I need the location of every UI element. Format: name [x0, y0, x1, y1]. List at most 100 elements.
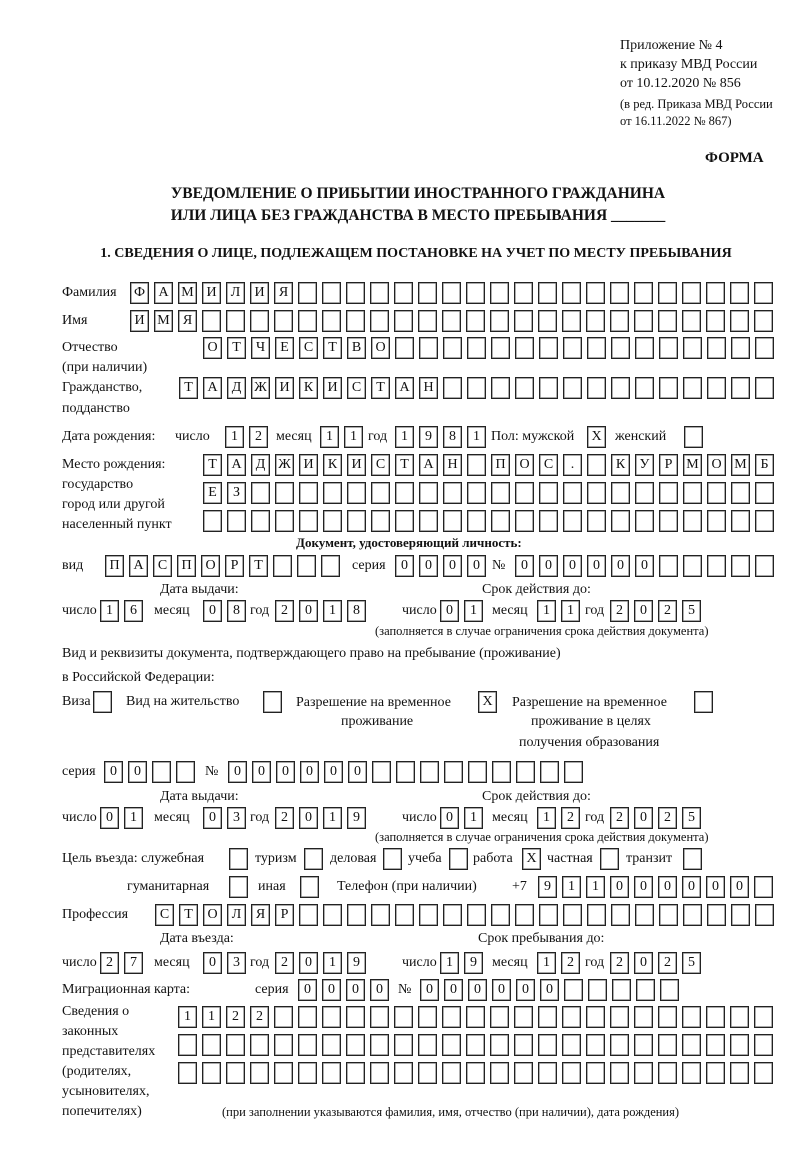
char-box[interactable]: О [515, 454, 534, 476]
char-box[interactable] [467, 904, 486, 926]
char-box[interactable] [346, 1006, 365, 1028]
char-box[interactable]: 0 [634, 600, 653, 622]
char-box[interactable] [539, 510, 558, 532]
char-box[interactable] [347, 510, 366, 532]
char-box[interactable] [586, 282, 605, 304]
char-box[interactable] [755, 904, 774, 926]
char-box[interactable] [298, 1062, 317, 1084]
char-box[interactable] [274, 310, 293, 332]
char-box[interactable] [443, 904, 462, 926]
char-box[interactable]: 0 [539, 555, 558, 577]
char-box[interactable] [635, 904, 654, 926]
char-box[interactable]: 1 [395, 426, 414, 448]
char-box[interactable] [707, 377, 726, 399]
char-box[interactable] [634, 1034, 653, 1056]
char-box[interactable]: 0 [515, 555, 534, 577]
char-box[interactable]: 8 [227, 600, 246, 622]
char-box[interactable]: 1 [467, 426, 486, 448]
char-box[interactable] [635, 482, 654, 504]
char-box[interactable]: 7 [124, 952, 143, 974]
char-box[interactable] [394, 310, 413, 332]
char-box[interactable]: 0 [563, 555, 582, 577]
char-box[interactable]: С [153, 555, 172, 577]
char-box[interactable] [706, 1034, 725, 1056]
char-box[interactable] [298, 310, 317, 332]
char-box[interactable]: 1 [562, 876, 581, 898]
char-box[interactable]: 0 [419, 555, 438, 577]
char-box[interactable] [539, 482, 558, 504]
char-box[interactable]: П [105, 555, 124, 577]
char-box[interactable]: 0 [346, 979, 365, 1001]
char-box[interactable]: Т [371, 377, 390, 399]
char-box[interactable] [563, 482, 582, 504]
char-box[interactable]: 0 [611, 555, 630, 577]
char-box[interactable] [707, 904, 726, 926]
char-box[interactable] [610, 1006, 629, 1028]
char-box[interactable] [634, 310, 653, 332]
char-box[interactable] [755, 555, 774, 577]
char-box[interactable] [203, 510, 222, 532]
char-box[interactable]: И [299, 454, 318, 476]
char-box[interactable]: 0 [395, 555, 414, 577]
char-box[interactable] [468, 761, 487, 783]
char-box[interactable]: 0 [228, 761, 247, 783]
char-box[interactable] [491, 337, 510, 359]
char-box[interactable] [682, 1034, 701, 1056]
char-box[interactable] [178, 1062, 197, 1084]
checkbox[interactable] [383, 848, 402, 870]
char-box[interactable] [731, 377, 750, 399]
char-box[interactable]: 1 [202, 1006, 221, 1028]
char-box[interactable] [490, 282, 509, 304]
char-box[interactable]: 9 [419, 426, 438, 448]
char-box[interactable]: 0 [299, 952, 318, 974]
char-box[interactable]: 9 [347, 807, 366, 829]
char-box[interactable]: 0 [252, 761, 271, 783]
char-box[interactable] [562, 310, 581, 332]
char-box[interactable] [587, 482, 606, 504]
char-box[interactable] [731, 510, 750, 532]
char-box[interactable]: 0 [324, 761, 343, 783]
char-box[interactable]: 0 [492, 979, 511, 1001]
char-box[interactable] [538, 1006, 557, 1028]
char-box[interactable] [370, 1006, 389, 1028]
char-box[interactable]: 0 [444, 979, 463, 1001]
char-box[interactable]: К [299, 377, 318, 399]
char-box[interactable]: 0 [634, 876, 653, 898]
char-box[interactable]: 0 [348, 761, 367, 783]
char-box[interactable]: 0 [370, 979, 389, 1001]
char-box[interactable]: 0 [100, 807, 119, 829]
char-box[interactable]: 1 [323, 600, 342, 622]
char-box[interactable] [251, 482, 270, 504]
char-box[interactable] [683, 482, 702, 504]
char-box[interactable]: И [347, 454, 366, 476]
char-box[interactable] [176, 761, 195, 783]
char-box[interactable]: 2 [610, 807, 629, 829]
char-box[interactable]: 1 [440, 952, 459, 974]
char-box[interactable]: М [731, 454, 750, 476]
checkbox[interactable] [93, 691, 112, 713]
char-box[interactable] [610, 310, 629, 332]
char-box[interactable]: И [130, 310, 149, 332]
char-box[interactable]: 0 [299, 807, 318, 829]
char-box[interactable] [706, 1006, 725, 1028]
char-box[interactable] [587, 904, 606, 926]
char-box[interactable] [659, 377, 678, 399]
char-box[interactable]: 3 [227, 807, 246, 829]
char-box[interactable] [490, 1006, 509, 1028]
char-box[interactable] [755, 337, 774, 359]
char-box[interactable] [659, 904, 678, 926]
char-box[interactable]: 1 [537, 807, 556, 829]
char-box[interactable] [273, 555, 292, 577]
char-box[interactable] [587, 337, 606, 359]
char-box[interactable] [443, 377, 462, 399]
char-box[interactable]: 1 [464, 600, 483, 622]
checkbox[interactable] [684, 426, 703, 448]
char-box[interactable] [418, 1006, 437, 1028]
char-box[interactable] [706, 282, 725, 304]
char-box[interactable]: 9 [464, 952, 483, 974]
char-box[interactable] [610, 1062, 629, 1084]
char-box[interactable]: 2 [249, 426, 268, 448]
char-box[interactable]: А [129, 555, 148, 577]
char-box[interactable]: М [178, 282, 197, 304]
char-box[interactable] [491, 377, 510, 399]
